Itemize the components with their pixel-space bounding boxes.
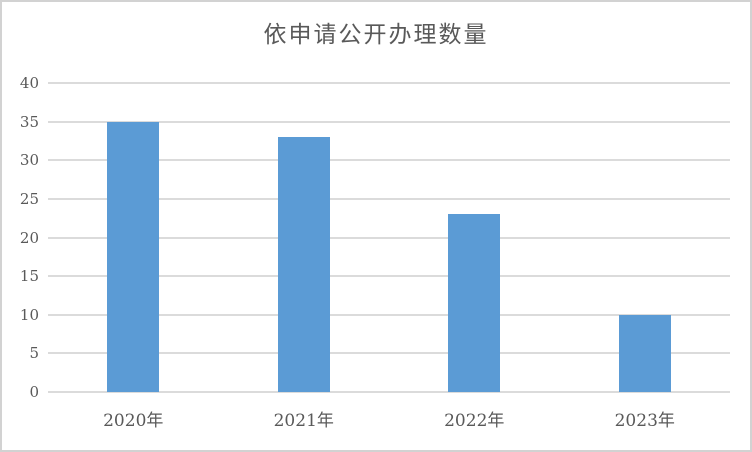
y-tick-label: 25 xyxy=(19,189,39,208)
x-tick-label: 2020年 xyxy=(103,411,164,431)
y-tick-label: 20 xyxy=(19,228,39,247)
chart-title: 依申请公开办理数量 xyxy=(263,22,489,48)
gridline xyxy=(48,82,730,84)
x-tick-label: 2023年 xyxy=(614,411,675,431)
y-tick-label: 10 xyxy=(19,305,39,324)
gridline xyxy=(48,313,730,316)
gridline xyxy=(48,275,730,278)
bar-2023年 xyxy=(618,314,671,392)
y-tick-label: 5 xyxy=(29,344,39,363)
y-tick-label: 35 xyxy=(19,112,39,131)
x-tick-label: 2022年 xyxy=(444,411,505,431)
y-tick-label: 15 xyxy=(19,267,39,286)
bar-2022年 xyxy=(448,214,501,392)
y-axis: 0 5 10 15 20 25 30 35 40 xyxy=(2,74,39,401)
bar-2020年 xyxy=(107,121,160,392)
gridline xyxy=(48,159,730,162)
gridline xyxy=(48,197,730,200)
y-tick-label: 30 xyxy=(19,151,39,170)
plot-area xyxy=(48,82,730,393)
x-tick-label: 2021年 xyxy=(273,411,334,431)
gridline xyxy=(48,120,730,123)
gridline xyxy=(48,352,730,355)
gridline xyxy=(48,391,730,393)
bar-2021年 xyxy=(277,137,330,392)
gridline xyxy=(48,236,730,239)
x-axis: 2020年 2021年 2022年 2023年 xyxy=(48,393,730,437)
y-tick-label: 40 xyxy=(19,74,39,92)
y-tick-label: 0 xyxy=(29,383,39,401)
